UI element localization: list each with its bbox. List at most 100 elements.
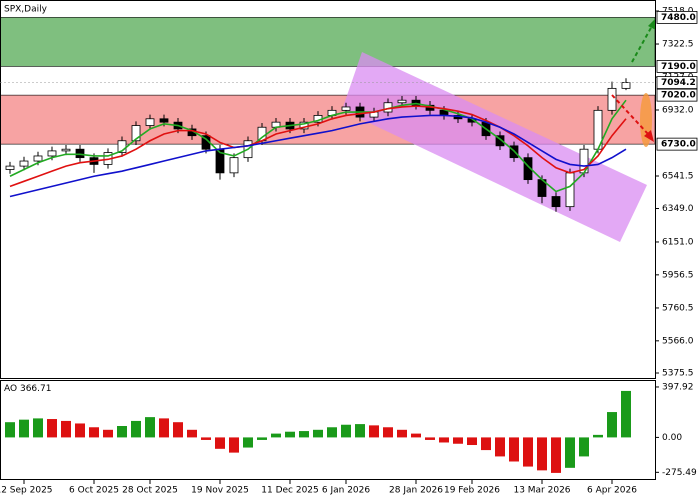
- ao-bar: [285, 431, 295, 438]
- moving-average: [9, 114, 627, 198]
- ao-bar: [103, 429, 113, 438]
- candle-body: [523, 157, 533, 181]
- level-box: [656, 88, 698, 102]
- ao-name: AO: [4, 384, 17, 394]
- zone: [0, 17, 656, 67]
- x-tick-label: 28 Oct 2025: [122, 486, 178, 496]
- ao-bar: [19, 419, 29, 438]
- ao-bar: [215, 437, 225, 449]
- ao-bar: [299, 431, 309, 438]
- ao-bar: [467, 437, 477, 446]
- y-tick-label: 7322.5: [662, 40, 694, 50]
- ao-bar: [383, 427, 393, 438]
- x-tick-label: 13 Mar 2026: [513, 486, 570, 496]
- ao-bar: [621, 390, 631, 438]
- ao-bar: [5, 422, 15, 438]
- ao-bar: [313, 429, 323, 438]
- ao-bar: [579, 437, 589, 457]
- candle-body: [565, 172, 575, 208]
- ao-tick-label: 0.00: [662, 433, 682, 443]
- level-label: 7480.0: [661, 13, 696, 23]
- y-tick-label: 6541.5: [662, 171, 694, 181]
- level-label: 6730.0: [661, 140, 696, 150]
- price-label: 7094.2: [661, 78, 696, 88]
- ao-bar: [355, 424, 365, 438]
- ao-bar: [145, 417, 155, 438]
- ao-bar: [327, 427, 337, 438]
- candle-body: [397, 99, 407, 104]
- ao-tick-label: 397.92: [662, 382, 694, 392]
- ao-bar: [173, 422, 183, 438]
- candle-body: [47, 150, 57, 157]
- moving-average: [9, 105, 627, 188]
- ao-bar: [551, 437, 561, 473]
- ao-bar: [607, 412, 617, 438]
- ao-value: 366.71: [20, 384, 52, 394]
- level-label: 7020.0: [661, 91, 696, 101]
- x-tick-label: 28 Jan 2026: [389, 486, 443, 496]
- candle-body: [159, 118, 169, 123]
- price-box: [656, 76, 698, 89]
- ao-bar: [593, 434, 603, 438]
- candle-body: [145, 118, 155, 126]
- ao-bar: [369, 425, 379, 438]
- x-tick-label: 6 Jan 2026: [322, 486, 370, 496]
- ao-bar: [89, 427, 99, 438]
- candle-body: [229, 157, 239, 174]
- candle-body: [495, 135, 505, 147]
- candle-body: [131, 125, 141, 142]
- level-box: [656, 11, 698, 24]
- candle-body: [411, 99, 421, 106]
- ao-bar: [481, 437, 491, 451]
- ao-bar: [229, 437, 239, 453]
- ao-bar: [201, 437, 211, 440]
- candle-body: [341, 106, 351, 111]
- ao-bar: [537, 437, 547, 471]
- candle-body: [19, 160, 29, 167]
- ao-bar: [75, 423, 85, 438]
- y-tick-label: 6151.0: [662, 237, 694, 247]
- ao-tick-label: -275.49: [662, 468, 697, 478]
- ao-panel-frame: [0, 380, 656, 480]
- candle-body: [61, 148, 71, 152]
- candle-body: [551, 196, 561, 208]
- ao-bar: [187, 429, 197, 438]
- ao-bar: [453, 437, 463, 444]
- x-tick-label: 11 Dec 2025: [261, 486, 319, 496]
- y-tick-label: 6349.0: [662, 204, 694, 214]
- ao-bar: [131, 420, 141, 438]
- level-box: [656, 137, 698, 151]
- y-tick-label: 5566.0: [662, 336, 694, 346]
- y-tick-label: 6932.0: [662, 106, 694, 116]
- candle-body: [33, 155, 43, 162]
- ao-bar: [523, 437, 533, 467]
- ao-bar: [159, 418, 169, 438]
- ao-bar: [271, 433, 281, 438]
- ao-bar: [33, 418, 43, 438]
- ao-bar: [439, 437, 449, 443]
- candle-body: [75, 148, 85, 159]
- arrow-head: [644, 130, 654, 142]
- ao-bar: [257, 437, 267, 440]
- ao-bar: [509, 437, 519, 462]
- level-box: [656, 60, 698, 73]
- ao-bar: [411, 433, 421, 438]
- ao-bar: [61, 420, 71, 438]
- level-label: 7190.0: [661, 62, 696, 72]
- ao-bar: [495, 437, 505, 457]
- candle-body: [5, 165, 15, 170]
- moving-average: [9, 99, 627, 193]
- ao-title: AO 366.71: [4, 384, 51, 394]
- arrow-head: [648, 18, 656, 30]
- ao-bar: [47, 419, 57, 438]
- ao-bar: [565, 437, 575, 468]
- ao-bar: [425, 437, 435, 440]
- x-tick-label: 19 Feb 2026: [444, 486, 500, 496]
- ao-bar: [397, 429, 407, 438]
- ao-bar: [341, 424, 351, 438]
- x-tick-label: 6 Oct 2025: [69, 486, 119, 496]
- price-panel-frame: [0, 0, 656, 379]
- arrow-down: [611, 94, 649, 135]
